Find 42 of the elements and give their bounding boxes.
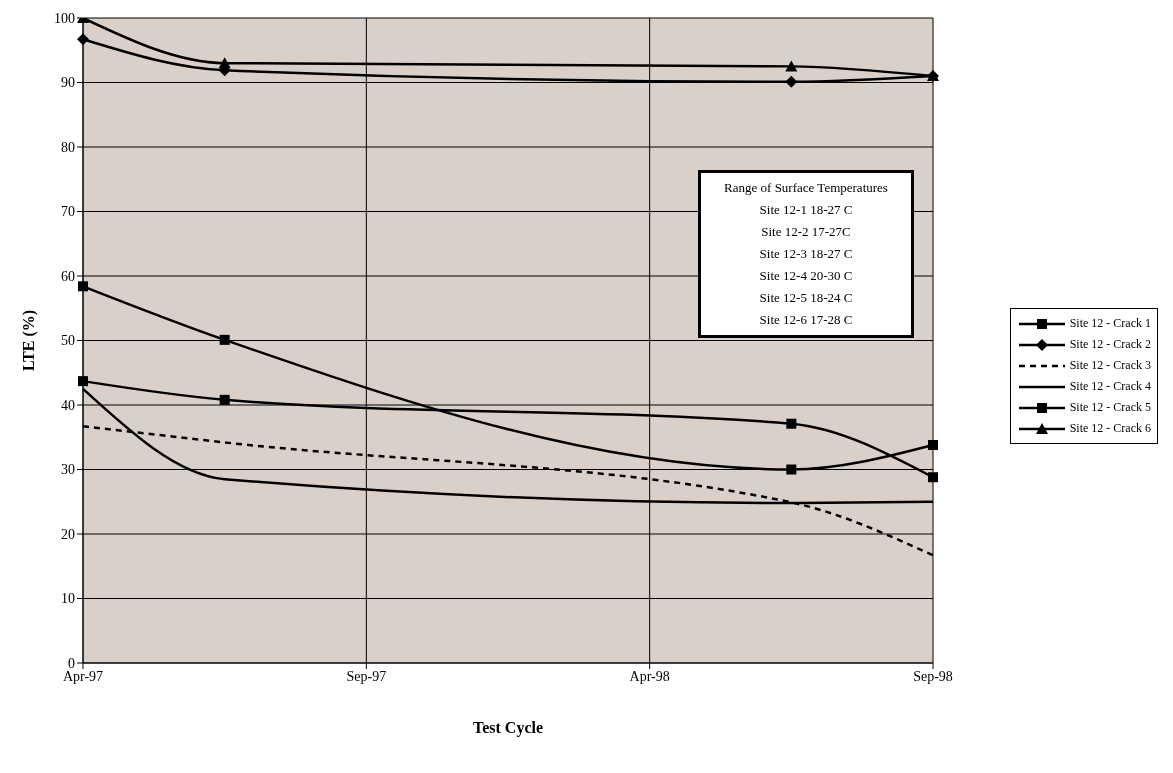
x-tick-label: Apr-98 bbox=[629, 668, 670, 684]
annotation: Site 12-5 18-24 C bbox=[758, 289, 854, 307]
annotation: Site 12-2 17-27C bbox=[760, 223, 852, 241]
x-tick-label: Sep-98 bbox=[913, 668, 953, 684]
x-tick-label: Apr-97 bbox=[62, 668, 104, 684]
annotation: Site 12-3 18-27 C bbox=[758, 245, 854, 263]
point bbox=[928, 439, 938, 450]
legend-label: Site 12 - Crack 2 bbox=[1069, 337, 1151, 352]
legend-label: Site 12 - Crack 5 bbox=[1069, 400, 1151, 415]
legend-label: Site 12 - Crack 1 bbox=[1069, 316, 1151, 331]
point bbox=[786, 464, 797, 475]
legend-label: Site 12 - Crack 6 bbox=[1069, 421, 1151, 436]
point bbox=[78, 281, 88, 292]
y-tick-label: 90 bbox=[61, 75, 75, 91]
y-tick-label: 30 bbox=[61, 462, 75, 478]
point bbox=[928, 472, 938, 483]
point bbox=[786, 418, 797, 429]
y-tick-label: 40 bbox=[61, 397, 75, 413]
annotation: Site 12-6 17-28 C bbox=[758, 311, 854, 329]
point bbox=[785, 60, 798, 72]
point bbox=[219, 334, 230, 345]
legend-label: Site 12 - Crack 4 bbox=[1069, 379, 1151, 394]
point bbox=[219, 394, 230, 405]
point bbox=[785, 75, 798, 88]
y-tick-label: 80 bbox=[61, 139, 75, 155]
y-tick-label: 100 bbox=[54, 10, 75, 26]
annotation: Site 12-4 20-30 C bbox=[758, 267, 854, 285]
y-tick-label: 60 bbox=[61, 268, 75, 284]
annotation: Site 12-1 18-27 C bbox=[758, 201, 854, 219]
y-tick-label: 70 bbox=[61, 204, 75, 220]
y-tick-label: 20 bbox=[61, 526, 75, 542]
y-axis-title: LTE (%) bbox=[19, 309, 38, 372]
y-tick-label: 10 bbox=[61, 591, 75, 607]
x-axis-title: Test Cycle bbox=[472, 719, 544, 737]
y-tick-label: 0 bbox=[68, 655, 75, 671]
point bbox=[78, 376, 88, 387]
y-tick-label: 50 bbox=[61, 333, 75, 349]
legend-label: Site 12 - Crack 3 bbox=[1069, 358, 1151, 373]
point bbox=[218, 57, 231, 69]
x-tick-label: Sep-97 bbox=[346, 668, 387, 684]
point bbox=[77, 33, 89, 46]
annotation: Range of Surface Temperatures bbox=[723, 179, 889, 197]
